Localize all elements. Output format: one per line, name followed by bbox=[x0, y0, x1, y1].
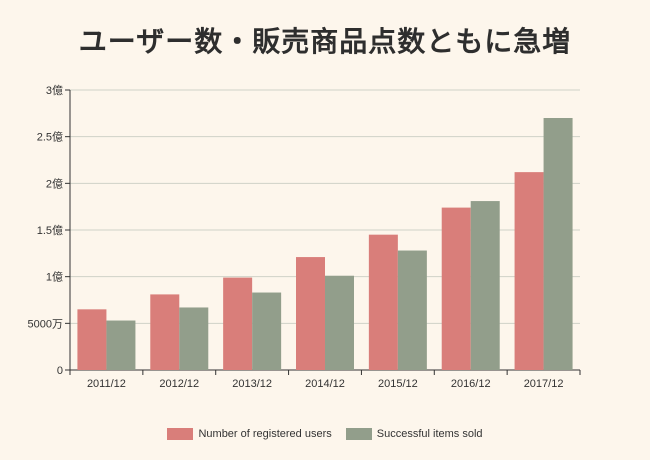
chart-title: ユーザー数・販売商品点数ともに急増 bbox=[78, 25, 572, 58]
x-tick-label: 2016/12 bbox=[451, 378, 491, 390]
bar-registered-users bbox=[514, 172, 544, 370]
legend-label-registered-users: Number of registered users bbox=[198, 428, 332, 440]
bar-items-sold bbox=[252, 292, 282, 370]
bar-registered-users bbox=[223, 277, 253, 370]
x-tick-label: 2015/12 bbox=[378, 378, 418, 390]
x-tick-label: 2013/12 bbox=[232, 378, 272, 390]
bar-registered-users bbox=[150, 294, 180, 370]
y-tick-label: 2億 bbox=[46, 177, 63, 190]
y-tick-label: 5000万 bbox=[28, 318, 63, 330]
bar-items-sold bbox=[179, 307, 209, 370]
y-tick-label: 1.5億 bbox=[37, 224, 63, 237]
legend-item-items-sold[interactable]: Successful items sold bbox=[345, 428, 483, 440]
bar-items-sold bbox=[543, 118, 573, 370]
legend-swatch-items-sold bbox=[345, 428, 372, 440]
y-tick-label: 1億 bbox=[46, 271, 63, 284]
bar-registered-users bbox=[77, 309, 107, 370]
bar-registered-users bbox=[441, 207, 471, 370]
bar-registered-users bbox=[296, 257, 325, 370]
legend-swatch-registered-users bbox=[167, 428, 194, 440]
x-tick-label: 2014/12 bbox=[305, 378, 345, 390]
bar-items-sold bbox=[106, 320, 136, 370]
bar-items-sold bbox=[470, 201, 500, 370]
legend-item-registered-users[interactable]: Number of registered users bbox=[167, 428, 332, 440]
bar-items-sold bbox=[325, 275, 354, 370]
legend: Number of registered users Successful it… bbox=[0, 428, 650, 440]
y-tick-label: 0 bbox=[57, 365, 63, 377]
bar-items-sold bbox=[397, 250, 427, 370]
x-tick-label: 2017/12 bbox=[524, 378, 564, 390]
x-tick-label: 2012/12 bbox=[159, 378, 199, 390]
y-tick-label: 2.5億 bbox=[37, 131, 63, 144]
bar-registered-users bbox=[368, 234, 398, 370]
x-tick-label: 2011/12 bbox=[87, 378, 126, 390]
y-tick-label: 3億 bbox=[46, 84, 63, 97]
legend-label-items-sold: Successful items sold bbox=[376, 428, 483, 440]
